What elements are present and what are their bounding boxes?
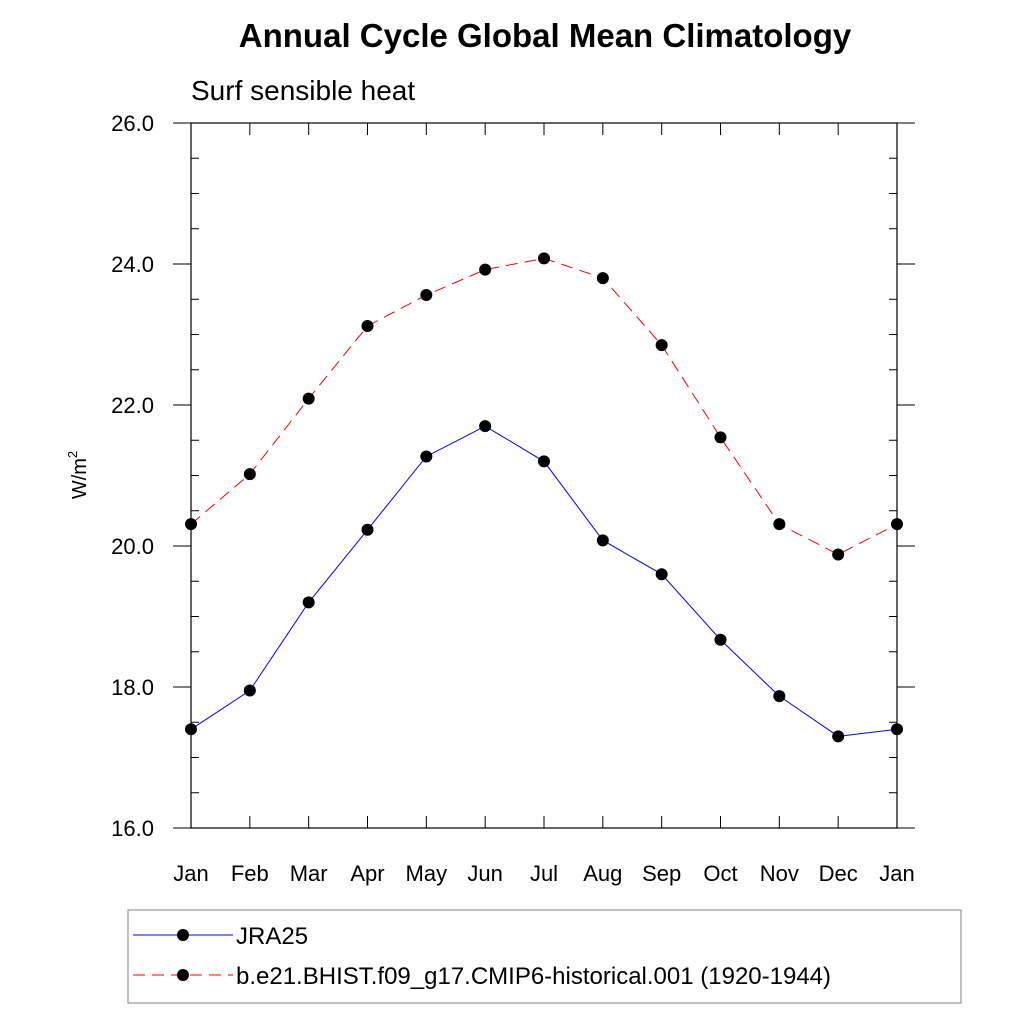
y-tick-label: 18.0 <box>111 675 154 700</box>
data-point-1-2 <box>302 392 315 405</box>
data-point-1-3 <box>361 320 374 333</box>
y-tick-label: 22.0 <box>111 393 154 418</box>
x-tick-label: Nov <box>760 861 799 886</box>
y-tick-label: 16.0 <box>111 816 154 841</box>
data-point-1-7 <box>596 272 609 285</box>
y-tick-label: 26.0 <box>111 111 154 136</box>
data-point-0-2 <box>302 596 315 609</box>
data-point-1-5 <box>479 263 492 276</box>
data-point-1-8 <box>655 339 668 352</box>
chart-title: Annual Cycle Global Mean Climatology <box>239 17 852 54</box>
data-point-0-3 <box>361 523 374 536</box>
x-tick-label: Mar <box>290 861 328 886</box>
x-tick-label: Dec <box>819 861 858 886</box>
data-point-0-4 <box>420 450 433 463</box>
data-point-0-9 <box>714 633 727 646</box>
x-tick-label: Jan <box>879 861 914 886</box>
series-line-1 <box>190 257 898 556</box>
y-axis-label: W/m2 <box>65 451 91 499</box>
y-axis-labels: 16.0 18.0 20.0 22.0 24.0 26.0 <box>111 111 154 841</box>
data-point-0-7 <box>596 534 609 547</box>
data-point-0-6 <box>538 455 550 468</box>
x-tick-label: Jul <box>530 861 558 886</box>
data-point-1-11 <box>832 548 845 561</box>
x-tick-label: Sep <box>642 861 681 886</box>
x-tick-label: Apr <box>350 861 384 886</box>
x-tick-label: Feb <box>231 861 269 886</box>
x-tick-label: May <box>406 861 448 886</box>
x-tick-label: Jun <box>467 861 502 886</box>
data-point-0-12 <box>891 723 903 736</box>
data-point-0-1 <box>243 684 256 697</box>
data-point-1-1 <box>243 468 256 481</box>
series-line-0 <box>190 425 898 737</box>
x-tick-label: Jan <box>173 861 208 886</box>
data-point-1-9 <box>714 431 727 444</box>
chart-subtitle: Surf sensible heat <box>191 75 415 106</box>
y-tick-label: 24.0 <box>111 252 154 277</box>
data-point-1-4 <box>420 289 433 302</box>
series-layer <box>185 252 903 743</box>
plot-frame <box>190 122 898 829</box>
legend-box <box>127 909 962 1004</box>
legend-item-jra25: JRA25 <box>133 923 308 950</box>
data-point-0-8 <box>655 568 668 581</box>
x-tick-label: Aug <box>583 861 622 886</box>
y-tick-label: 20.0 <box>111 534 154 559</box>
axis-ticks <box>173 122 915 829</box>
legend-marker-cmip6 <box>177 969 189 981</box>
legend-item-cmip6: b.e21.BHIST.f09_g17.CMIP6-historical.001… <box>133 963 831 990</box>
data-point-0-0 <box>185 723 197 736</box>
data-point-1-0 <box>185 518 197 531</box>
data-point-0-5 <box>479 420 492 433</box>
legend-label-cmip6: b.e21.BHIST.f09_g17.CMIP6-historical.001… <box>236 963 831 990</box>
data-point-0-11 <box>832 730 845 743</box>
x-axis-labels: Jan Feb Mar Apr May Jun Jul Aug Sep Oct Nov Dec Jan <box>173 861 914 886</box>
data-point-0-10 <box>773 690 786 703</box>
data-point-1-12 <box>891 518 903 531</box>
data-point-1-10 <box>773 518 786 531</box>
x-tick-label: Oct <box>703 861 737 886</box>
legend-marker-jra25 <box>177 929 189 941</box>
legend-label-jra25: JRA25 <box>236 923 308 950</box>
data-point-1-6 <box>538 252 550 265</box>
